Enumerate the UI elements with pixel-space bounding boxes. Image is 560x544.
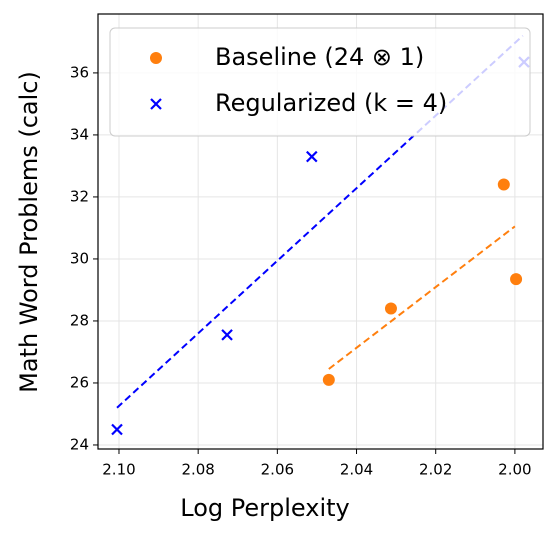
point	[322, 373, 335, 386]
y-axis-label: Math Word Problems (calc)	[15, 71, 43, 393]
legend-marker	[150, 52, 162, 64]
x-tick-label: 2.00	[498, 461, 531, 479]
x-tick-label: 2.06	[261, 461, 294, 479]
trend-line	[328, 225, 516, 370]
point	[306, 150, 318, 163]
x-tick-label: 2.04	[340, 461, 373, 479]
point	[497, 178, 510, 191]
y-tick-label: 30	[70, 249, 89, 267]
trend-line	[116, 34, 524, 409]
x-axis-label: Log Perplexity	[180, 494, 349, 522]
plot-frame	[97, 13, 544, 450]
legend-label: Regularized (k = 4)	[215, 89, 447, 117]
x-tick-label: 2.02	[419, 461, 452, 479]
y-tick-label: 36	[70, 63, 89, 81]
y-tick-label: 34	[70, 125, 89, 143]
point	[510, 273, 523, 286]
legend: Baseline (24 ⊗ 1) Regularized (k = 4)	[109, 27, 531, 137]
legend-label: Baseline (24 ⊗ 1)	[215, 43, 424, 71]
point	[384, 302, 397, 315]
y-tick-label: 32	[70, 187, 89, 205]
x-tick-label: 2.08	[181, 461, 214, 479]
x-tick-label: 2.10	[102, 461, 135, 479]
y-tick-label: 26	[70, 373, 89, 391]
point	[221, 329, 233, 341]
legend-box	[109, 27, 531, 137]
y-tick-label: 24	[70, 435, 89, 453]
legend-marker	[150, 98, 162, 110]
y-tick-label: 28	[70, 311, 89, 329]
point	[111, 423, 123, 436]
